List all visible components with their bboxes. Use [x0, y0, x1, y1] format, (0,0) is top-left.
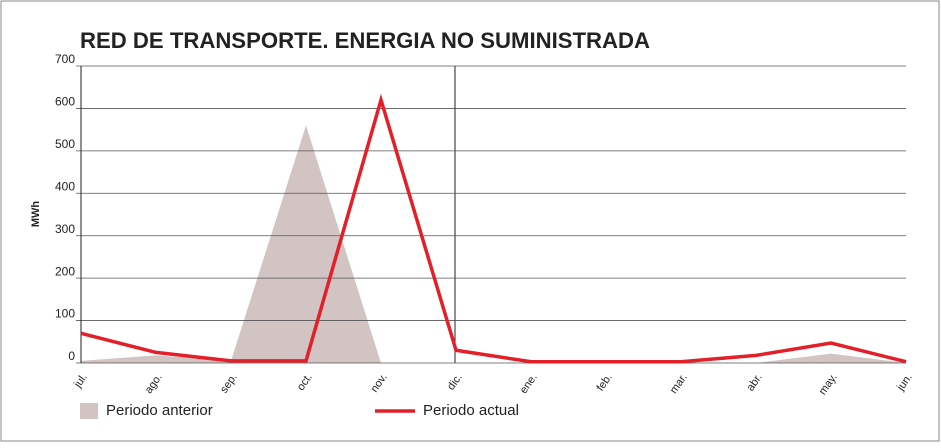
y-tick-label: 100 — [55, 307, 75, 321]
y-tick-label: 700 — [55, 52, 75, 66]
y-tick-label: 600 — [55, 95, 75, 109]
chart-title: RED DE TRANSPORTE. ENERGIA NO SUMINISTRA… — [80, 28, 650, 53]
legend-swatch — [80, 403, 98, 419]
y-tick-label: 300 — [55, 222, 75, 236]
y-axis-label: MWh — [30, 201, 42, 228]
y-tick-label: 400 — [55, 179, 75, 193]
line — [80, 93, 907, 364]
y-tick-label: 500 — [55, 137, 75, 151]
y-tick-label: 0 — [68, 349, 75, 363]
area — [81, 125, 906, 364]
legend-label: Periodo anterior — [106, 402, 213, 419]
y-tick-label: 200 — [55, 264, 75, 278]
legend-label: Periodo actual — [423, 402, 519, 419]
